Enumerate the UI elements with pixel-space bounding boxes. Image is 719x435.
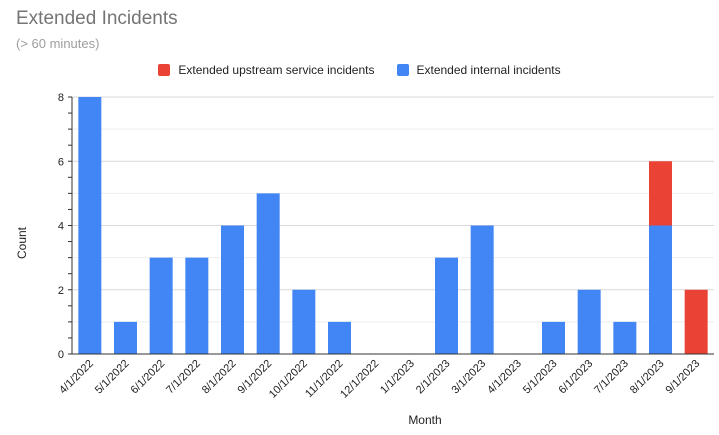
x-tick-label: 3/1/2023 bbox=[450, 358, 489, 397]
legend-item-internal[interactable]: Extended internal incidents bbox=[396, 63, 561, 77]
y-tick-label: 2 bbox=[58, 285, 64, 297]
bar-internal-7-1-2023[interactable] bbox=[613, 321, 637, 354]
x-tick-label: 1/1/2023 bbox=[378, 358, 417, 397]
bar-internal-5-1-2023[interactable] bbox=[542, 321, 565, 354]
y-axis-title: Count bbox=[15, 226, 29, 259]
y-tick-label: 8 bbox=[58, 92, 64, 104]
legend-item-upstream[interactable]: Extended upstream service incidents bbox=[158, 63, 375, 77]
bar-upstream-9-1-2023[interactable] bbox=[684, 289, 708, 354]
x-tick-label: 4/1/2022 bbox=[57, 358, 96, 397]
x-tick-label: 6/1/2022 bbox=[129, 358, 168, 397]
bar-internal-6-1-2023[interactable] bbox=[577, 289, 601, 354]
x-tick-label: 7/1/2022 bbox=[164, 358, 203, 397]
x-tick-label: 8/1/2023 bbox=[628, 358, 667, 397]
chart-subtitle: (> 60 minutes) bbox=[16, 36, 100, 51]
x-tick-label: 6/1/2023 bbox=[557, 358, 596, 397]
bar-internal-10-1-2022[interactable] bbox=[292, 289, 316, 354]
bar-internal-3-1-2023[interactable] bbox=[470, 225, 494, 355]
x-tick-label: 5/1/2022 bbox=[93, 358, 132, 397]
x-tick-label: 8/1/2022 bbox=[200, 358, 239, 397]
x-tick-label: 10/1/2022 bbox=[267, 358, 310, 401]
bar-internal-9-1-2022[interactable] bbox=[256, 193, 280, 354]
bar-internal-8-1-2023[interactable] bbox=[649, 225, 672, 355]
bar-internal-6-1-2022[interactable] bbox=[149, 257, 173, 354]
y-tick-label: 6 bbox=[58, 156, 64, 168]
bar-internal-11-1-2022[interactable] bbox=[328, 321, 351, 354]
chart-legend: Extended upstream service incidents Exte… bbox=[0, 63, 719, 77]
x-axis-title: Month bbox=[408, 413, 441, 427]
y-tick-label: 4 bbox=[58, 221, 64, 233]
bar-internal-5-1-2022[interactable] bbox=[114, 321, 137, 354]
bar-internal-8-1-2022[interactable] bbox=[221, 225, 244, 355]
chart-title: Extended Incidents bbox=[16, 8, 178, 29]
legend-swatch-internal bbox=[396, 64, 409, 76]
legend-label-upstream: Extended upstream service incidents bbox=[178, 63, 375, 77]
bar-upstream-8-1-2023[interactable] bbox=[649, 161, 672, 226]
x-tick-label: 12/1/2022 bbox=[338, 358, 381, 401]
x-tick-label: 4/1/2023 bbox=[485, 358, 524, 397]
y-tick-label: 0 bbox=[58, 349, 64, 361]
x-tick-label: 2/1/2023 bbox=[414, 358, 453, 397]
x-tick-label: 7/1/2023 bbox=[592, 358, 631, 397]
bar-internal-4-1-2022[interactable] bbox=[78, 97, 102, 354]
x-tick-label: 9/1/2023 bbox=[664, 358, 703, 397]
bar-internal-2-1-2023[interactable] bbox=[435, 257, 458, 354]
x-tick-label: 5/1/2023 bbox=[521, 358, 560, 397]
bar-internal-7-1-2022[interactable] bbox=[185, 257, 209, 354]
legend-swatch-upstream bbox=[158, 64, 171, 76]
legend-label-internal: Extended internal incidents bbox=[416, 63, 561, 77]
